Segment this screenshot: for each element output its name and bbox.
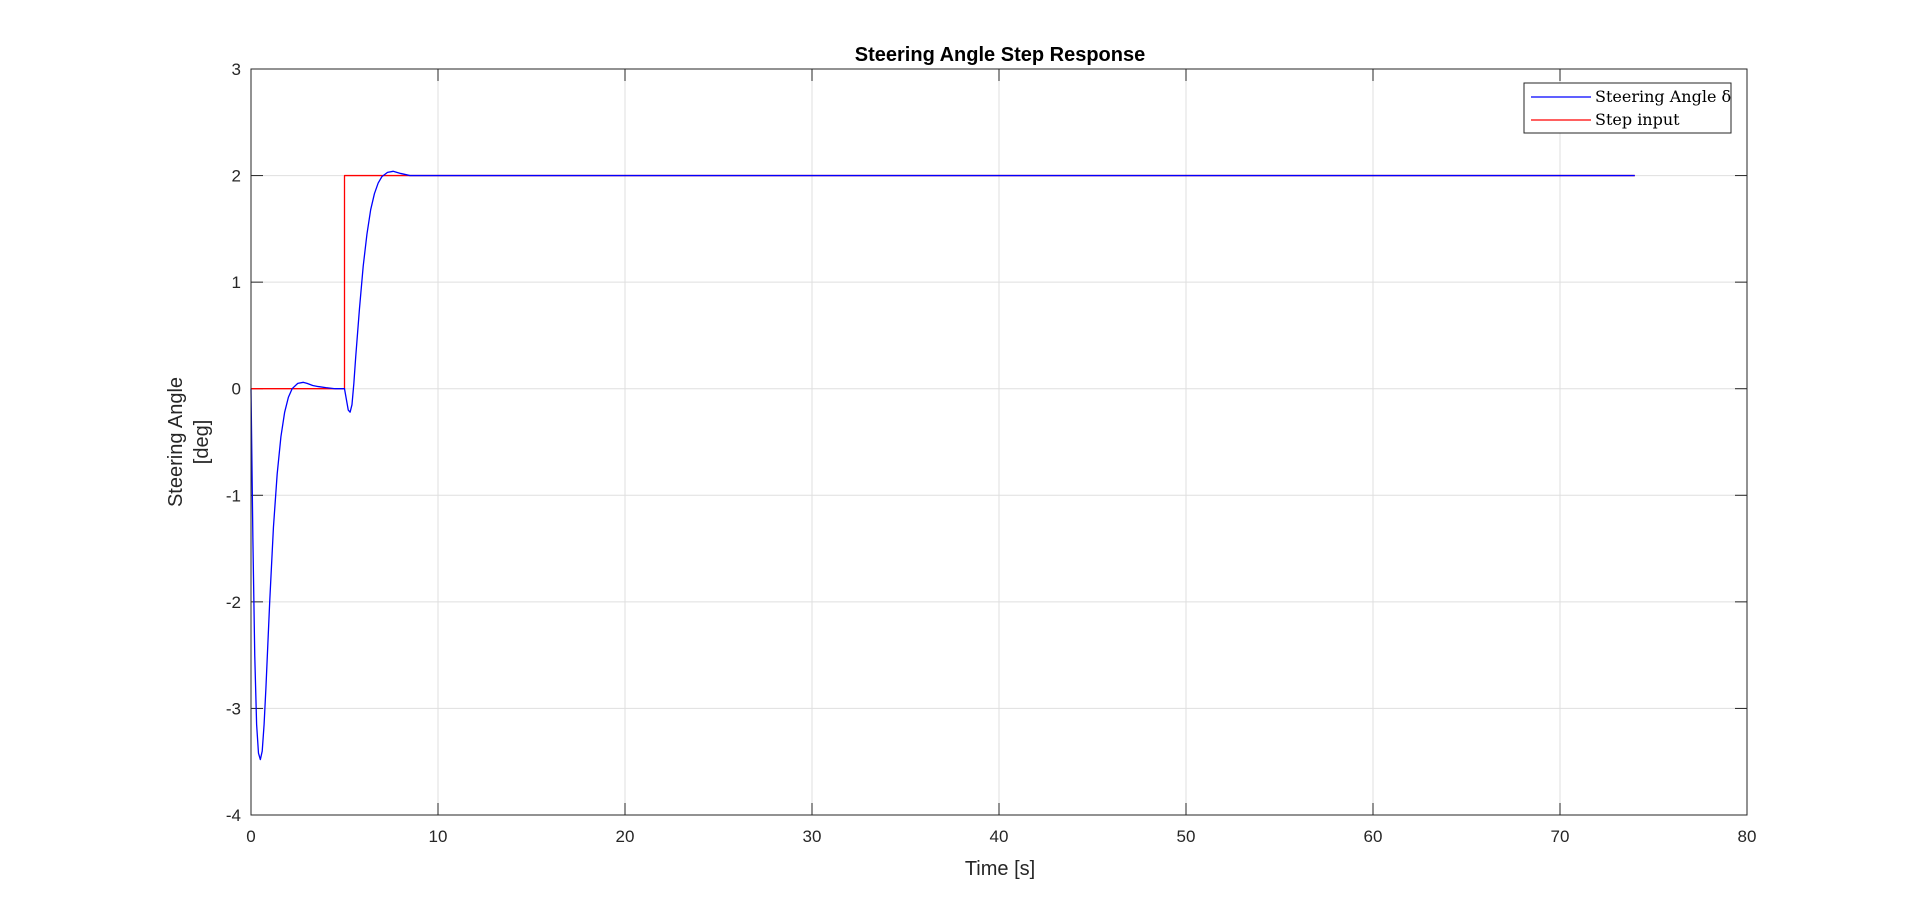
y-tick-label: 3	[232, 60, 241, 79]
x-tick-label: 20	[616, 827, 635, 846]
y-tick-label: 2	[232, 167, 241, 186]
legend-box	[1523, 82, 1732, 134]
x-tick-label: 50	[1177, 827, 1196, 846]
steering-angle-line	[250, 170, 1635, 761]
x-tick-label: 80	[1738, 827, 1757, 846]
y-axis-label: Steering Angle [deg]	[165, 377, 213, 507]
y-tick-label: 0	[232, 380, 241, 399]
legend-label-step-input: Step input	[1595, 110, 1680, 129]
y-tick-label: 1	[232, 273, 241, 292]
y-tick-label: -3	[226, 699, 241, 718]
y-tick-label: -2	[226, 593, 241, 612]
series-lines	[250, 170, 1635, 761]
x-tick-label: 0	[246, 827, 255, 846]
x-tick-label: 10	[429, 827, 448, 846]
y-tick-label: -1	[226, 486, 241, 505]
x-tick-label: 40	[990, 827, 1009, 846]
chart-title: Steering Angle Step Response	[855, 44, 1145, 66]
y-axis-label-line-2: [deg]	[191, 420, 213, 464]
x-tick-label: 30	[803, 827, 822, 846]
x-axis-label: Time [s]	[965, 858, 1035, 880]
plot-frame	[250, 68, 1748, 816]
y-axis-label-line-1: Steering Angle	[165, 377, 187, 507]
x-tick-label: 60	[1364, 827, 1383, 846]
legend-label-steering-angle: Steering Angle δ	[1595, 87, 1731, 106]
legend: Steering Angle δ Step input	[1523, 82, 1732, 134]
tick-labels: 0 10 20 30 40 50 60 70 80 -4 -3 -2 -1 0 1 2 3	[226, 60, 1757, 846]
y-tick-label: -4	[226, 806, 241, 825]
x-tick-label: 70	[1551, 827, 1570, 846]
